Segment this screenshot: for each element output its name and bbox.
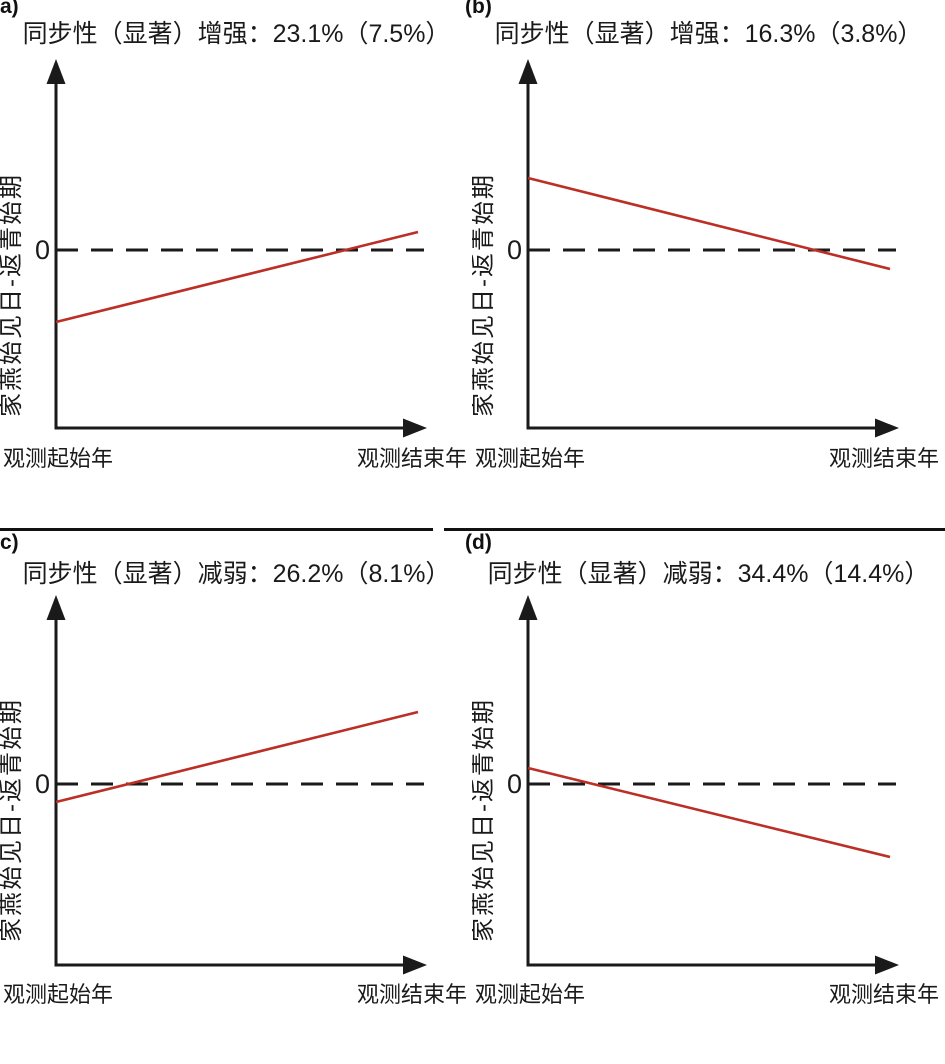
panel-label: (a)	[0, 0, 19, 18]
y-axis-label: 家燕始见日-返青始期	[0, 698, 25, 942]
panel-title: 同步性（显著）减弱：34.4%（14.4%）	[487, 560, 930, 588]
x-axis-start-label: 观测起始年	[475, 982, 585, 1007]
y-axis-label: 家燕始见日-返青始期	[0, 173, 25, 417]
panel-label: (d)	[465, 531, 492, 554]
x-axis-arrowhead	[403, 955, 427, 975]
row-divider-right	[444, 528, 945, 531]
zero-tick-label: 0	[507, 235, 522, 265]
trend-line	[55, 710, 419, 804]
panel-title: 同步性（显著）增强：16.3%（3.8%）	[494, 20, 923, 48]
y-axis-label: 家燕始见日-返青始期	[472, 698, 497, 942]
y-axis-arrowhead	[46, 59, 66, 84]
panel-c: (c) 同步性（显著）减弱：26.2%（8.1%） 0 家燕始见日-返青始期 观…	[0, 529, 473, 1058]
x-axis-arrowhead	[403, 418, 427, 438]
x-axis-end-label: 观测结束年	[357, 446, 467, 471]
y-axis-label: 家燕始见日-返青始期	[472, 173, 497, 417]
trend-line	[527, 176, 891, 271]
chart-b: 0 家燕始见日-返青始期 观测起始年 观测结束年	[472, 59, 939, 471]
x-axis-start-label: 观测起始年	[475, 446, 585, 471]
x-axis-start-label: 观测起始年	[3, 982, 113, 1007]
zero-tick-label: 0	[35, 235, 50, 265]
x-axis-end-label: 观测结束年	[829, 446, 939, 471]
panel-d: (d) 同步性（显著）减弱：34.4%（14.4%） 0 家燕始见日-返青始期 …	[465, 529, 945, 1058]
y-axis-arrowhead	[46, 595, 66, 620]
panel-b: (b) 同步性（显著）增强：16.3%（3.8%） 0 家燕始见日-返青始期 观…	[465, 0, 945, 529]
y-axis-arrowhead	[518, 59, 538, 84]
panel-a: (a) 同步性（显著）增强：23.1%（7.5%） 0 家燕始见日-返青始期 观…	[0, 0, 473, 529]
x-axis-arrowhead	[875, 418, 899, 438]
zero-tick-label: 0	[507, 769, 522, 799]
trend-line	[55, 230, 419, 324]
panel-title: 同步性（显著）减弱：26.2%（8.1%）	[22, 560, 451, 588]
chart-d: 0 家燕始见日-返青始期 观测起始年 观测结束年	[472, 595, 939, 1007]
y-axis-arrowhead	[518, 595, 538, 620]
x-axis-end-label: 观测结束年	[829, 982, 939, 1007]
panel-label: (b)	[465, 0, 492, 18]
row-divider-left	[0, 528, 433, 531]
panel-title: 同步性（显著）增强：23.1%（7.5%）	[22, 20, 451, 48]
x-axis-arrowhead	[875, 955, 899, 975]
chart-c: 0 家燕始见日-返青始期 观测起始年 观测结束年	[0, 595, 467, 1007]
x-axis-start-label: 观测起始年	[3, 446, 113, 471]
panel-label: (c)	[0, 531, 19, 554]
zero-tick-label: 0	[35, 769, 50, 799]
trend-line	[527, 766, 891, 859]
chart-a: 0 家燕始见日-返青始期 观测起始年 观测结束年	[0, 59, 467, 471]
x-axis-end-label: 观测结束年	[357, 982, 467, 1007]
